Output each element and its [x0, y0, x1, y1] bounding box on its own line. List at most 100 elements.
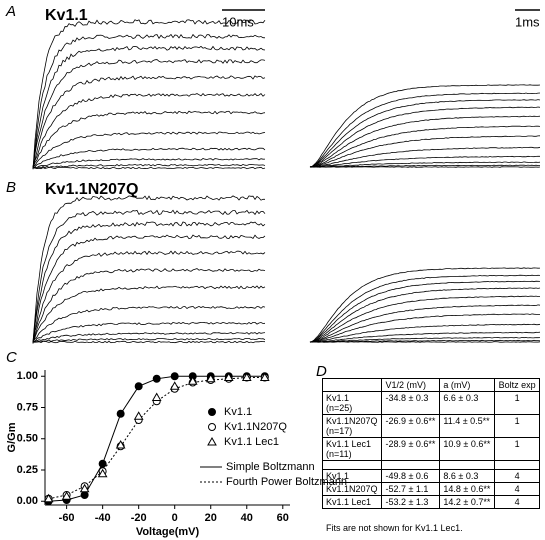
- current-trace: [309, 336, 541, 343]
- row-n: (n=17): [326, 426, 353, 436]
- current-trace: [32, 321, 266, 343]
- x-tick-label: 40: [241, 512, 253, 524]
- data-point: [208, 408, 216, 416]
- current-trace: [32, 110, 266, 169]
- x-tick-label: -20: [131, 512, 147, 524]
- x-axis-label: Voltage(mV): [136, 526, 200, 538]
- table-row: Kv1.1 Lec1 -53.2 ± 1.3 14.2 ± 0.7** 4: [321, 495, 540, 509]
- current-trace: [309, 166, 541, 168]
- current-trace: [32, 332, 266, 342]
- data-point: [80, 491, 89, 499]
- current-trace: [32, 337, 266, 343]
- table-cell: Kv1.1: [321, 469, 383, 483]
- legend-label: Kv1.1: [224, 406, 252, 418]
- table-cell: 1: [494, 437, 540, 461]
- current-trace: [309, 146, 541, 168]
- table-cell: [494, 460, 540, 470]
- legend-label: Kv1.1 Lec1: [224, 436, 279, 448]
- x-tick-label: -40: [95, 512, 111, 524]
- current-trace: [309, 115, 541, 168]
- panel-title: Kv1.1N207Q: [45, 181, 138, 198]
- y-tick-label: 0.00: [17, 495, 38, 507]
- data-point: [151, 392, 162, 401]
- current-trace: [309, 155, 540, 168]
- current-trace: [33, 158, 266, 169]
- table-cell: 14.8 ± 0.6**: [439, 482, 496, 496]
- table-row: [321, 460, 540, 470]
- current-trace: [309, 331, 541, 343]
- y-tick-label: 1.00: [17, 370, 38, 382]
- panel-label: B: [6, 179, 16, 196]
- table-row: Kv1.1 (n=25) -34.8 ± 0.3 6.6 ± 0.3 1: [321, 391, 540, 415]
- legend-label: Kv1.1N207Q: [224, 421, 287, 433]
- table-cell: [321, 378, 383, 392]
- current-trace: [32, 250, 266, 344]
- current-trace: [32, 19, 266, 170]
- current-trace: [32, 75, 266, 168]
- current-trace: [32, 131, 266, 168]
- table-cell: [381, 460, 441, 470]
- x-tick-label: 20: [205, 512, 217, 524]
- table-cell: Kv1.1 Lec1 (n=11): [321, 437, 383, 461]
- current-trace: [309, 84, 541, 168]
- table-cell: -34.8 ± 0.3: [381, 391, 441, 415]
- panel-title: Kv1.1: [45, 7, 88, 24]
- parameter-table: V1/2 (mV) a (mV) Boltz exp Kv1.1 (n=25) -34.8…: [321, 378, 540, 509]
- x-tick-label: 0: [172, 512, 178, 524]
- data-point: [43, 493, 54, 503]
- table-cell: 14.2 ± 0.7**: [439, 495, 496, 509]
- table-cell: a (mV): [439, 378, 496, 392]
- y-tick-label: 0.75: [17, 401, 38, 413]
- x-tick-label: -60: [59, 512, 75, 524]
- table-cell: -26.9 ± 0.6**: [381, 414, 441, 438]
- current-trace: [309, 287, 541, 343]
- current-trace: [32, 45, 266, 168]
- current-trace: [32, 33, 266, 170]
- data-point: [170, 372, 179, 381]
- row-name: Kv1.1 Lec1: [326, 439, 372, 449]
- current-trace: [309, 341, 541, 343]
- data-point: [98, 459, 107, 468]
- data-point: [169, 381, 180, 390]
- row-n: (n=25): [326, 403, 353, 413]
- data-point: [115, 439, 126, 449]
- y-tick-label: 0.50: [17, 433, 38, 445]
- panel-label: C: [6, 349, 17, 366]
- table-row: Kv1.1 -49.8 ± 0.6 8.6 ± 0.3 4: [321, 469, 540, 483]
- table-cell: -53.2 ± 1.3: [381, 495, 441, 509]
- table-cell: Kv1.1 (n=25): [321, 391, 383, 415]
- table-footnote: Fits are not shown for Kv1.1 Lec1.: [326, 523, 463, 533]
- current-trace: [310, 164, 541, 168]
- table-cell: 11.4 ± 0.5**: [439, 414, 496, 438]
- current-trace: [309, 92, 541, 168]
- current-trace: [309, 267, 541, 343]
- current-trace: [309, 125, 541, 168]
- current-trace: [310, 304, 541, 343]
- table-cell: Kv1.1N207Q (n=17): [321, 414, 383, 438]
- data-point: [134, 382, 143, 391]
- data-point: [79, 483, 90, 493]
- current-trace: [309, 323, 541, 343]
- table-cell: [321, 460, 383, 470]
- table-cell: [439, 460, 496, 470]
- panel-label: A: [5, 3, 16, 20]
- data-point: [241, 372, 252, 381]
- current-trace: [32, 147, 266, 168]
- current-trace: [32, 285, 266, 343]
- scale-label: 1ms: [515, 14, 540, 29]
- current-trace: [33, 340, 266, 344]
- panel-label: D: [316, 363, 327, 380]
- y-axis-label: G/Gm: [6, 422, 18, 452]
- table-cell: 6.6 ± 0.3: [439, 391, 496, 415]
- table-cell: Kv1.1 Lec1: [321, 495, 383, 509]
- current-trace: [32, 195, 265, 343]
- data-point: [223, 372, 234, 381]
- current-trace: [309, 106, 541, 168]
- current-trace: [32, 221, 266, 344]
- row-name: Kv1.1: [326, 471, 350, 481]
- current-trace: [309, 339, 541, 343]
- current-trace: [32, 163, 266, 169]
- current-trace: [309, 313, 540, 343]
